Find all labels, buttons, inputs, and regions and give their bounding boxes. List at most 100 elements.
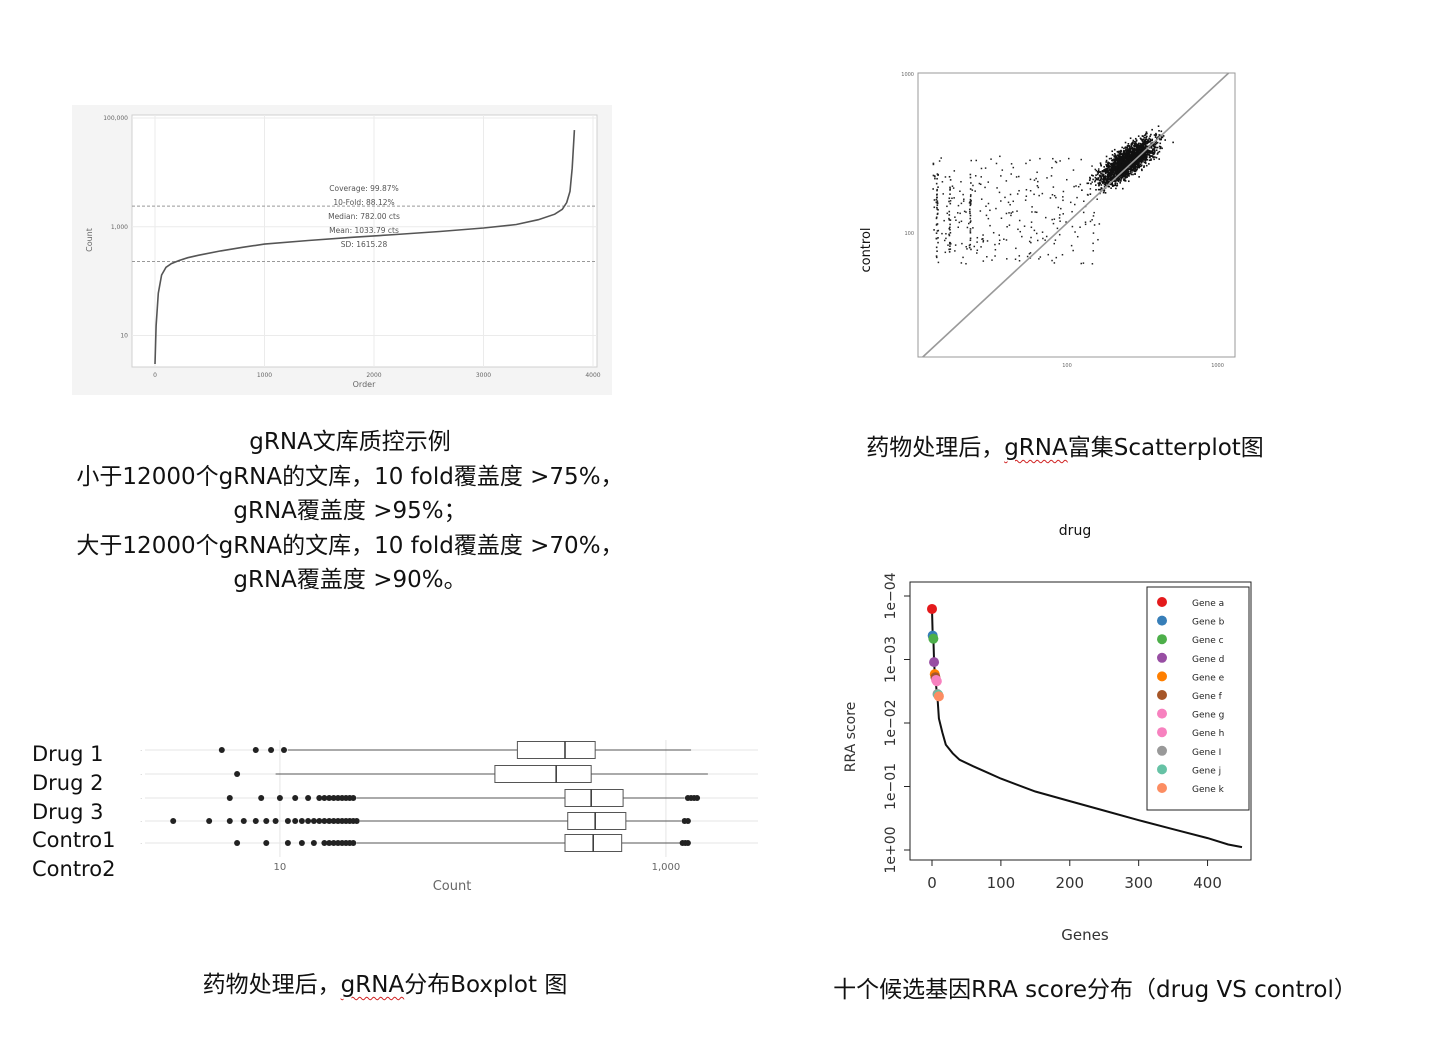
scatter-point [1137, 146, 1140, 149]
scatter-point [951, 197, 953, 200]
scatter-point [1007, 201, 1010, 204]
scatter-point [1097, 238, 1099, 241]
scatter-point [1136, 168, 1138, 171]
scatter-point [1114, 160, 1117, 163]
scatter-point [996, 187, 998, 189]
scatter-point [1091, 219, 1093, 221]
scatter-point [1146, 142, 1148, 145]
scatter-point [1131, 166, 1133, 169]
rra-chart-panel: drug 1e+00 1e−01 1e−02 1e−03 1e−04 0 100 200 300 4… [835, 515, 1265, 950]
scatter-point [1125, 163, 1128, 165]
rra-x-tick-label: 0 [927, 874, 937, 892]
scatter-point [944, 176, 947, 178]
scatter-point [1119, 174, 1121, 176]
scatter-point [1138, 157, 1140, 159]
scatter-point [1162, 135, 1165, 137]
scatter-point [1140, 161, 1143, 164]
scatter-point [995, 162, 998, 165]
scatter-point [1114, 170, 1117, 173]
scatter-point [968, 208, 971, 211]
scatter-point [1123, 162, 1126, 165]
scatter-point [1115, 170, 1118, 172]
scatter-point [1121, 163, 1124, 166]
scatter-point [1127, 150, 1130, 152]
scatter-point [1137, 135, 1140, 137]
rra-y-tick-label: 1e−01 [883, 763, 899, 810]
scatter-point [1122, 151, 1125, 153]
scatter-point [1118, 167, 1120, 169]
scatter-point [1150, 145, 1153, 148]
scatter-point [1119, 163, 1121, 166]
scatter-chart: 1000 100 100 1000 control [859, 72, 1236, 369]
scatter-point [999, 155, 1001, 158]
scatter-point [960, 202, 963, 205]
scatter-point [1117, 169, 1120, 172]
scatter-point [1128, 150, 1130, 153]
boxplot-outlier [234, 771, 241, 777]
scatter-point [970, 159, 972, 162]
scatter-point [1107, 175, 1109, 178]
scatter-point [1135, 159, 1137, 161]
scatter-point [1045, 235, 1048, 238]
scatter-point [1091, 181, 1093, 183]
scatter-point [958, 221, 961, 224]
scatter-point [1094, 184, 1097, 186]
scatter-point [1053, 262, 1056, 264]
scatter-point [1121, 168, 1124, 170]
rra-legend-label: Gene k [1192, 785, 1225, 795]
scatter-point [1059, 160, 1061, 162]
scatter-point [980, 176, 982, 178]
scatter-point [1104, 176, 1107, 178]
scatter-point [1146, 158, 1149, 161]
scatter-point [1121, 159, 1123, 162]
scatter-point [1029, 190, 1032, 192]
scatter-point [1035, 177, 1037, 180]
scatter-point [942, 193, 944, 195]
scatter-point [944, 251, 947, 254]
scatter-point [1119, 150, 1122, 153]
rra-legend-marker [1157, 671, 1167, 682]
scatter-point [1079, 183, 1082, 186]
scatter-point [935, 182, 938, 185]
scatter-point [935, 232, 938, 234]
scatter-point [1092, 215, 1095, 217]
rra-score-chart: drug 1e+00 1e−01 1e−02 1e−03 1e−04 0 100 200 300 4… [843, 523, 1252, 944]
scatter-point [1137, 162, 1139, 164]
scatter-point [1127, 162, 1130, 164]
scatter-point [1105, 180, 1107, 182]
scatter-point [1008, 224, 1011, 226]
scatter-point [1127, 155, 1130, 158]
scatter-point [1140, 168, 1143, 171]
scatter-point [1115, 187, 1117, 190]
scatter-point [1113, 152, 1116, 155]
scatter-point [947, 244, 949, 246]
scatter-point [1113, 158, 1115, 160]
scatter-point [1138, 176, 1140, 178]
scatter-point [1148, 163, 1150, 165]
scatter-point [1055, 196, 1057, 199]
scatter-point [1092, 242, 1094, 245]
scatter-point [1097, 177, 1099, 179]
scatter-point [1145, 131, 1148, 133]
scatter-point [1119, 165, 1121, 167]
scatter-point [1172, 141, 1174, 144]
scatter-point [949, 242, 951, 244]
scatter-point [1044, 239, 1046, 241]
scatter-point [1140, 143, 1142, 146]
scatter-point [1101, 170, 1104, 172]
scatter-point [1156, 153, 1159, 155]
scatter-point [1105, 155, 1108, 158]
scatter-point [1123, 157, 1126, 160]
scatter-point [1135, 163, 1137, 165]
qc-plot-area [131, 114, 598, 368]
scatter-point [937, 241, 939, 244]
scatter-point [1128, 149, 1131, 151]
scatter-point [1097, 172, 1100, 174]
scatter-point [1088, 179, 1091, 182]
scatter-point [1113, 164, 1116, 167]
scatter-point [1156, 137, 1158, 139]
scatter-point [969, 195, 972, 198]
scatter-point [1104, 175, 1107, 177]
scatter-point [1154, 136, 1157, 138]
scatter-point [1145, 164, 1148, 167]
